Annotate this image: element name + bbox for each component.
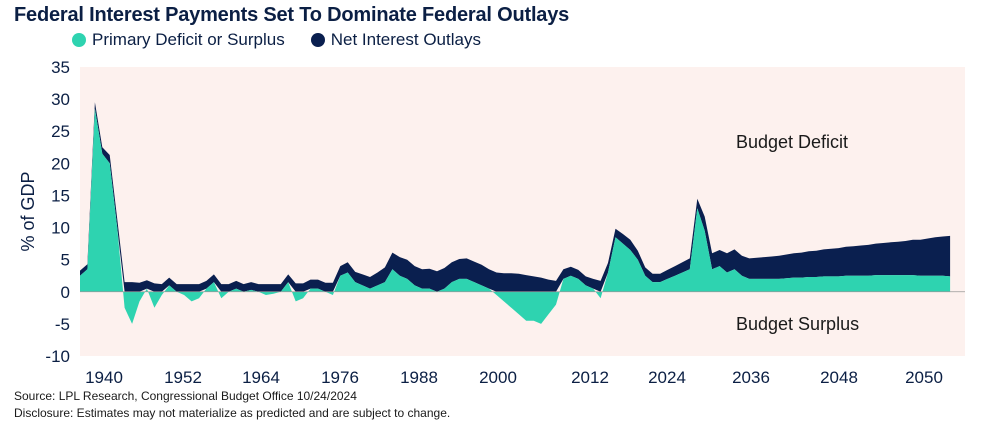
y-tick-label: 20 [51, 154, 70, 173]
legend-item-interest: Net Interest Outlays [310, 30, 481, 50]
chart-title: Federal Interest Payments Set To Dominat… [14, 4, 570, 26]
y-tick-label: 0 [61, 283, 70, 302]
x-tick-label: 2036 [732, 368, 770, 387]
x-tick-label: 1964 [242, 368, 280, 387]
legend: Primary Deficit or Surplus Net Interest … [72, 30, 481, 50]
y-tick-label: 10 [51, 219, 70, 238]
source-note: Source: LPL Research, Congressional Budg… [14, 389, 357, 403]
y-tick-label: 15 [51, 186, 70, 205]
x-tick-label: 1940 [85, 368, 123, 387]
y-tick-label: 35 [51, 58, 70, 77]
y-axis-label: % of GDP [18, 171, 38, 251]
x-tick-label: 2024 [648, 368, 686, 387]
legend-item-primary: Primary Deficit or Surplus [72, 30, 285, 50]
y-tick-label: 30 [51, 90, 70, 109]
x-tick-label: 2012 [571, 368, 609, 387]
legend-label-interest: Net Interest Outlays [330, 30, 481, 49]
x-tick-label: 1952 [164, 368, 202, 387]
x-tick-label: 2048 [820, 368, 858, 387]
legend-swatch-interest [310, 33, 325, 47]
annotation-budget-surplus: Budget Surplus [736, 314, 859, 334]
series-net-interest-area [80, 102, 951, 292]
legend-swatch-primary [72, 33, 86, 47]
y-tick-label: 5 [61, 251, 70, 270]
x-tick-label: 2000 [479, 368, 517, 387]
x-tick-label: 1976 [321, 368, 359, 387]
disclosure-note: Disclosure: Estimates may not materializ… [14, 406, 451, 420]
y-tick-label: -10 [45, 347, 70, 366]
x-tick-label: 1988 [400, 368, 438, 387]
annotation-budget-deficit: Budget Deficit [736, 132, 848, 152]
y-tick-label: -5 [55, 315, 70, 334]
y-tick-label: 25 [51, 122, 70, 141]
x-tick-label: 2050 [905, 368, 943, 387]
legend-label-primary: Primary Deficit or Surplus [92, 30, 285, 49]
